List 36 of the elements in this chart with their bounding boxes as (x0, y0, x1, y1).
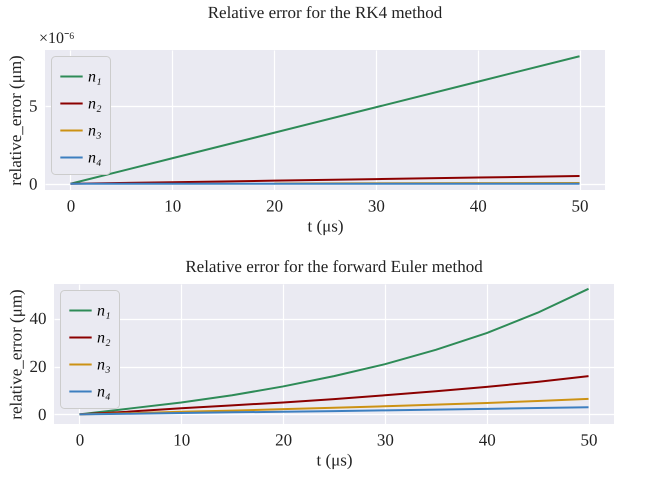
x-tick-label: 30 (368, 196, 385, 216)
x-tick-label: 20 (266, 196, 284, 216)
y-tick-label: 20 (30, 357, 46, 376)
y-axis-title: relative_error (μm) (6, 289, 26, 420)
x-tick-label: 50 (572, 196, 589, 216)
legend-label: n₃ (88, 122, 102, 140)
x-tick-label: 0 (76, 430, 84, 450)
x-axis-title: t (μs) (307, 216, 344, 236)
legend-label: n₄ (97, 384, 111, 400)
legend-label: n₃ (97, 356, 111, 374)
y-tick-label: 0 (38, 404, 46, 424)
legend-label: n₄ (88, 150, 102, 166)
y-tick-label: 0 (29, 174, 38, 194)
y-tick-label: 40 (30, 309, 46, 328)
x-tick-label: 50 (580, 430, 598, 450)
x-tick-label: 10 (164, 196, 182, 216)
legend-label: n₂ (88, 96, 102, 112)
x-axis-title: t (μs) (316, 450, 353, 470)
legend-label: n₁ (88, 68, 102, 86)
text: ×10⁻⁶ (39, 30, 75, 47)
legend-label: n₂ (97, 330, 111, 346)
chart-title: Relative error for the RK4 method (208, 3, 443, 22)
x-tick-label: 0 (66, 196, 76, 216)
legend-label: n₁ (97, 302, 111, 320)
x-tick-label: 10 (173, 430, 190, 450)
line-series (78, 406, 590, 416)
x-tick-label: 40 (478, 430, 496, 450)
x-tick-label: 30 (376, 430, 394, 450)
line-series (69, 55, 581, 185)
y-axis-title: relative_error (μm) (6, 55, 25, 186)
line-series (69, 175, 581, 185)
chart-title: Relative error for the forward Euler method (185, 257, 484, 276)
x-tick-label: 20 (275, 430, 292, 450)
line-series (78, 288, 590, 416)
y-tick-label: 5 (29, 96, 38, 116)
x-tick-label: 40 (470, 196, 487, 216)
